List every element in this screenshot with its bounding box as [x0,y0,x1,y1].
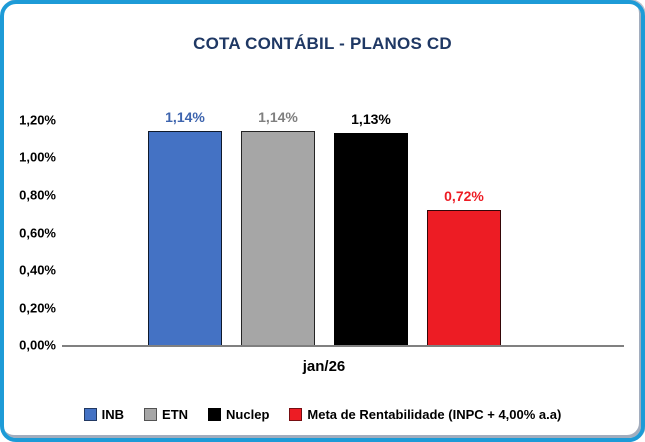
y-axis: 1,20% 1,00% 0,80% 0,60% 0,40% 0,20% 0,00% [6,113,56,353]
y-tick-label: 1,20% [19,112,56,128]
y-tick-label: 0,40% [19,262,56,278]
legend-item: Meta de Rentabilidade (INPC + 4,00% a.a) [289,407,561,422]
plot-area: 1,14% 1,14% 1,13% 0,72% [62,109,624,347]
legend-swatch [289,408,303,421]
y-tick-label: 0,20% [19,300,56,315]
bar-value-label: 0,72% [444,188,484,204]
y-tick-label: 1,00% [19,149,56,165]
legend-item: INB [83,407,125,422]
legend-label: Nuclep [226,407,270,422]
x-axis-category-label: jan/26 [302,358,346,375]
bar-value-label: 1,14% [258,109,298,126]
legend: INB ETN Nuclep Meta de Rentabilidade (INPC … [4,407,641,422]
y-tick-label: 0,80% [19,187,56,203]
y-tick-label: 0,60% [19,225,56,240]
y-tick-label: 0,00% [19,337,56,353]
legend-label: INB [101,407,125,422]
legend-swatch [144,408,158,421]
bar-4 [427,210,501,345]
bar-1 [148,131,222,345]
legend-swatch [208,408,222,421]
bar-2 [241,131,315,345]
legend-item: ETN [144,407,188,422]
bar-value-label: 1,14% [165,109,205,126]
legend-label: ETN [162,407,189,422]
bar-3 [334,133,408,345]
legend-item: Nuclep [208,407,269,422]
chart-title: COTA CONTÁBIL - PLANOS CD [193,34,452,53]
legend-label: Meta de Rentabilidade (INPC + 4,00% a.a) [307,407,562,422]
bar-value-label: 1,13% [351,111,391,128]
legend-swatch [83,408,97,421]
